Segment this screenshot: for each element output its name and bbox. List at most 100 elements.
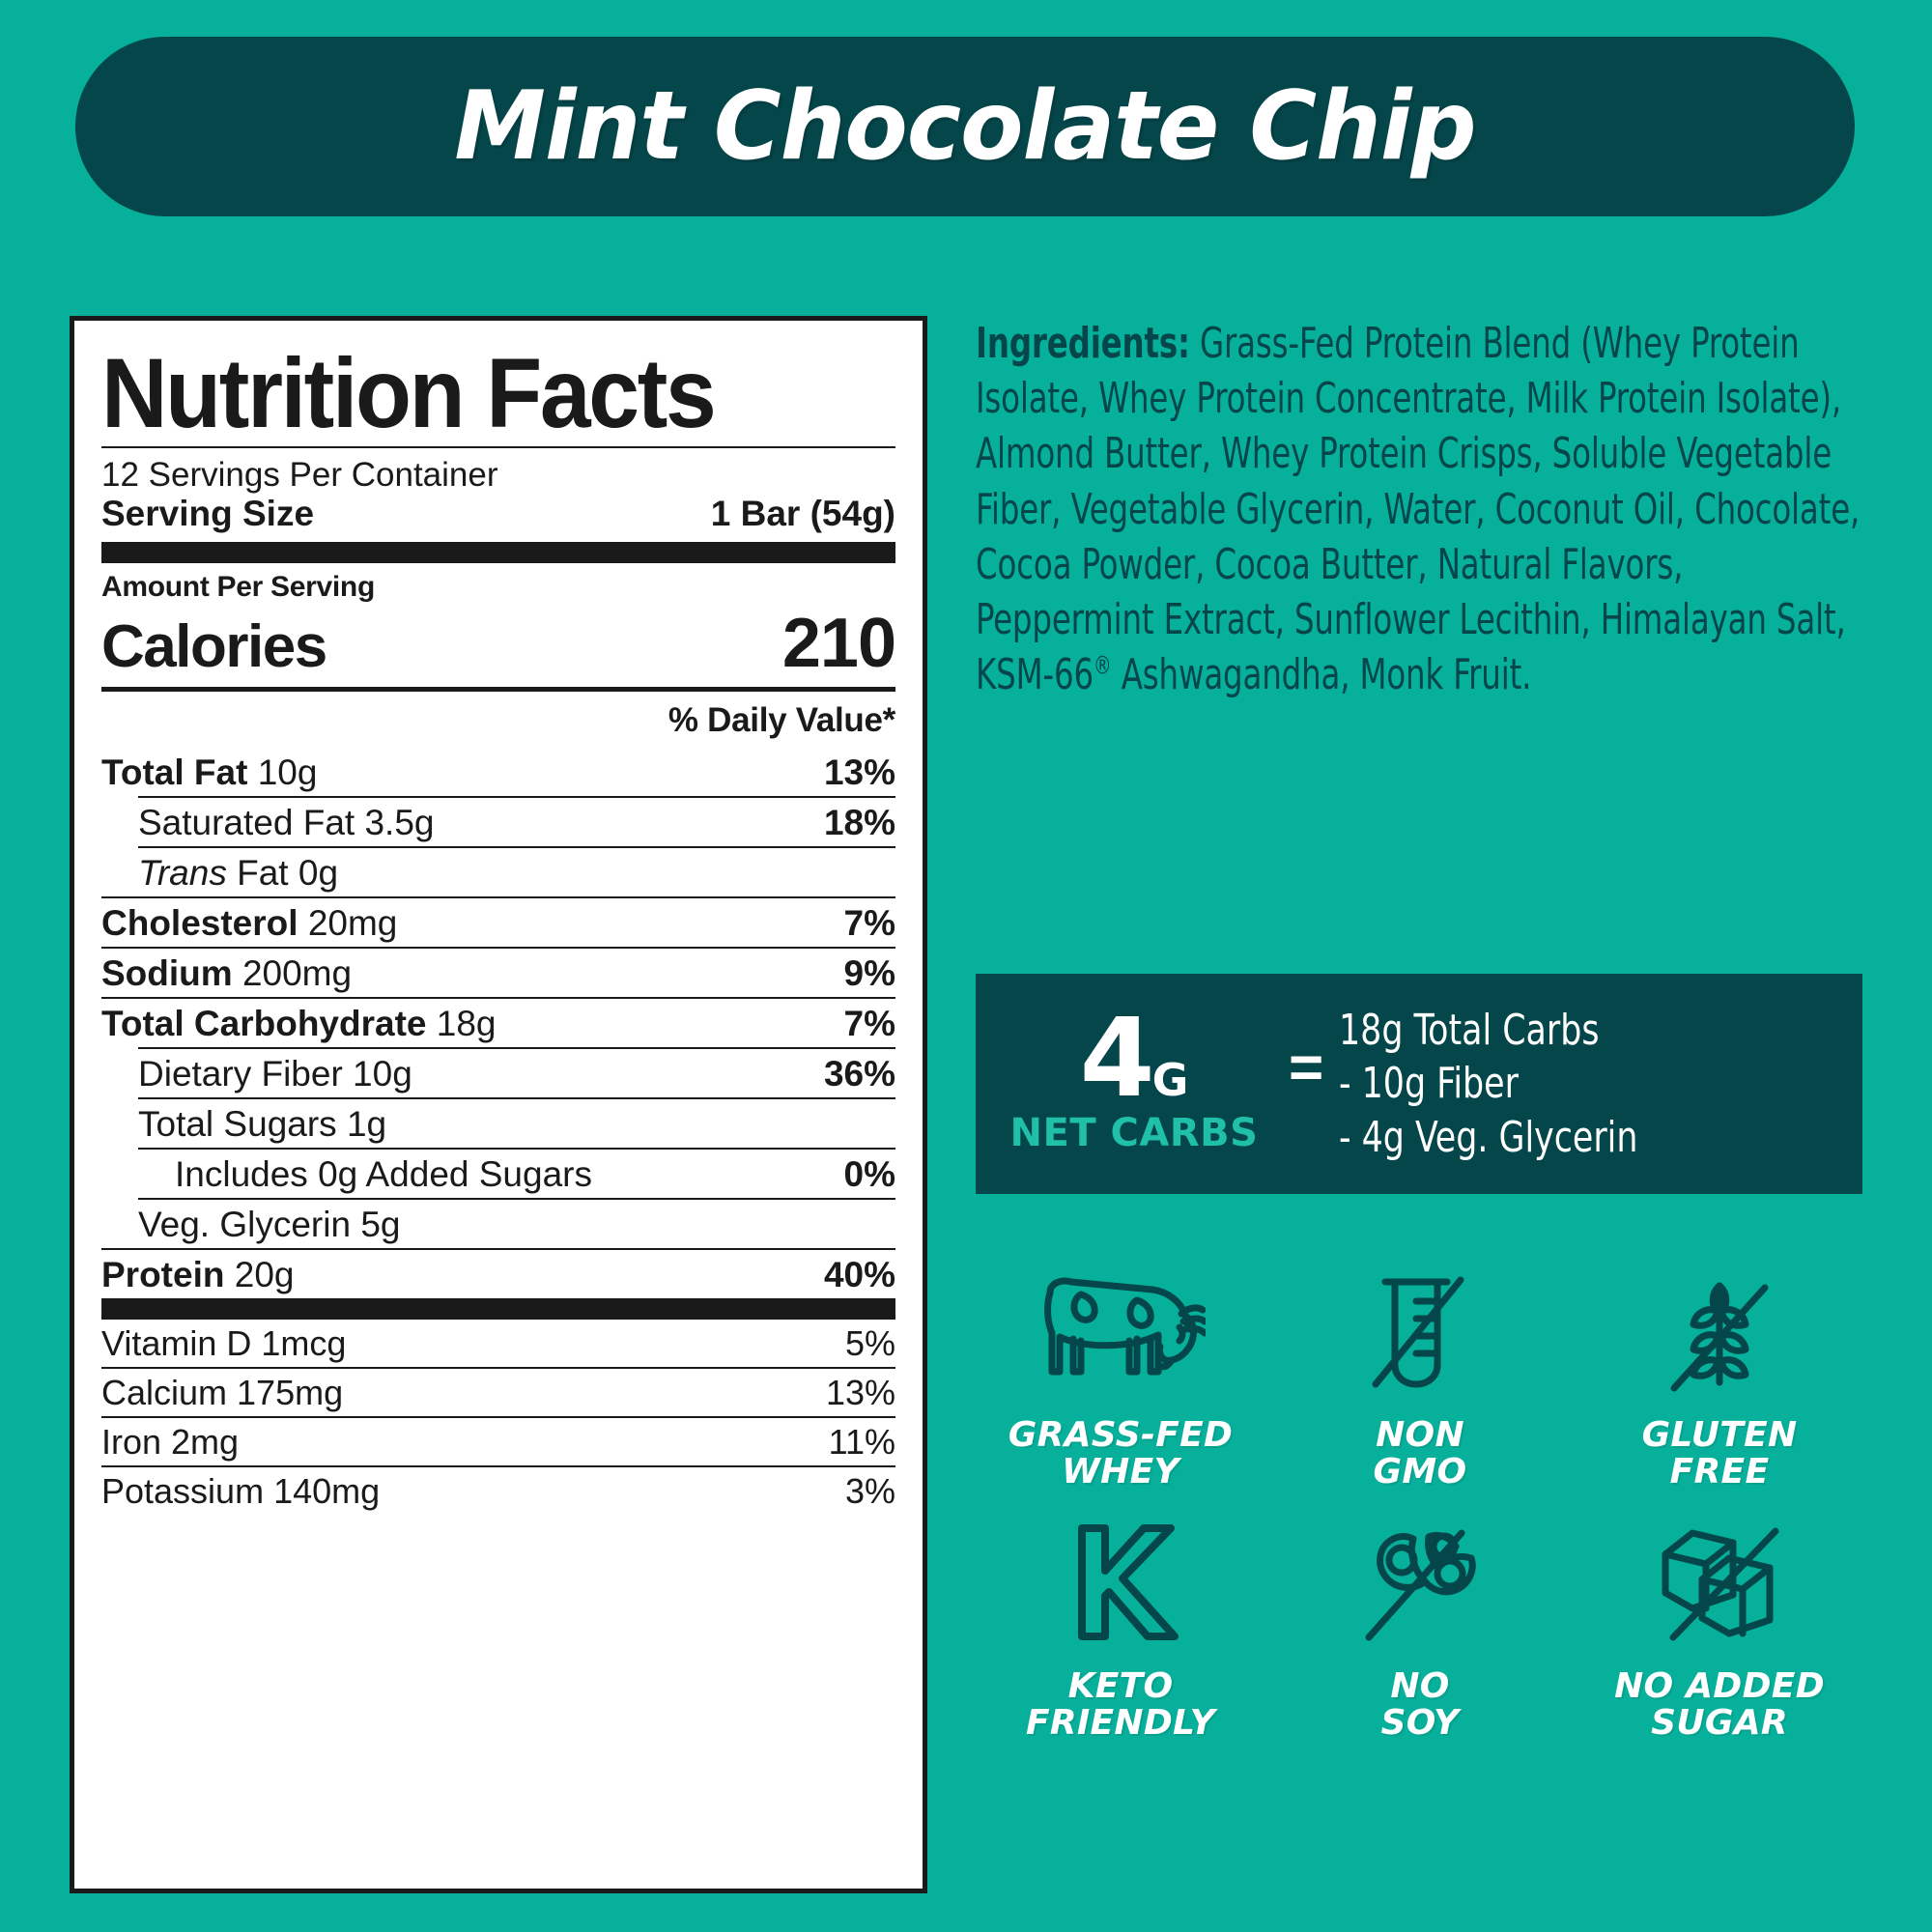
row-divider (101, 947, 895, 950)
cow-icon (1037, 1261, 1206, 1402)
badge-label-non-gmo: NON GMO (1373, 1415, 1467, 1492)
registered-mark-icon: ® (1093, 651, 1112, 681)
row-divider (138, 796, 895, 799)
badge-label-no-soy: NO SOY (1380, 1666, 1460, 1744)
nutrient-row: Trans Fat 0g (101, 848, 895, 896)
net-carbs-number-group: 4G (985, 1005, 1283, 1113)
soybean-slash-icon (1355, 1512, 1486, 1653)
breakdown-line-0: 18g Total Carbs (1339, 1005, 1600, 1055)
nutrition-facts-panel: Nutrition Facts 12 Servings Per Containe… (70, 316, 927, 1893)
nutrient-label: Total Sugars 1g (138, 1104, 387, 1145)
servings-per-container: 12 Servings Per Container (101, 455, 498, 494)
serving-size-value: 1 Bar (54g) (710, 494, 895, 534)
ingredients-body-part2: Ashwagandha, Monk Fruit. (1111, 650, 1532, 700)
nutrition-facts-title: Nutrition Facts (101, 338, 717, 448)
breakdown-line-2: - 4g Veg. Glycerin (1339, 1112, 1638, 1162)
ingredients-body-part1: Grass-Fed Protein Blend (Whey Protein Is… (976, 319, 1861, 700)
row-divider (101, 896, 895, 899)
daily-value-header: % Daily Value* (668, 701, 895, 740)
badge-non-gmo: NON GMO (1270, 1261, 1570, 1491)
net-carbs-unit: G (1151, 1053, 1189, 1106)
micronutrient-row: Calcium 175mg 13% (101, 1369, 895, 1416)
row-divider (138, 846, 895, 849)
row-divider (101, 1416, 895, 1419)
calories-label: Calories (101, 613, 327, 681)
micronutrient-row: Iron 2mg 11% (101, 1418, 895, 1465)
nutrient-label: Dietary Fiber 10g (138, 1054, 412, 1094)
nutrient-row: Cholesterol 20mg 7% (101, 898, 895, 947)
divider-thick-2 (101, 1298, 895, 1321)
micronutrient-percent: 5% (844, 1323, 895, 1364)
micronutrient-label: Iron 2mg (101, 1422, 240, 1463)
nutrient-label: Cholesterol 20mg (101, 903, 398, 944)
row-divider (101, 1367, 895, 1370)
daily-value-percent: 9% (843, 953, 895, 994)
badge-keto-friendly: KETO FRIENDLY (971, 1512, 1270, 1742)
badge-label-keto-friendly: KETO FRIENDLY (1025, 1666, 1216, 1744)
nutrient-row: Saturated Fat 3.5g 18% (101, 798, 895, 846)
daily-value-percent: 40% (823, 1255, 895, 1295)
nutrient-label: Includes 0g Added Sugars (175, 1154, 592, 1195)
letter-k-icon (1063, 1512, 1179, 1653)
nutrient-label: Saturated Fat 3.5g (138, 803, 435, 843)
micronutrient-label: Vitamin D 1mcg (101, 1323, 347, 1364)
divider (101, 445, 895, 448)
ingredients-heading: Ingredients: (976, 319, 1190, 368)
daily-value-percent: 7% (843, 903, 895, 944)
nutrient-label: Sodium 200mg (101, 953, 353, 994)
row-divider (138, 1097, 895, 1100)
badge-label-grass-fed-whey: GRASS-FED WHEY (1008, 1415, 1234, 1492)
badge-grass-fed-whey: GRASS-FED WHEY (971, 1261, 1270, 1491)
row-divider (138, 1198, 895, 1201)
nutrient-row: Protein 20g 40% (101, 1250, 895, 1298)
equals-sign: = (1289, 1034, 1324, 1101)
sugar-cubes-slash-icon (1650, 1512, 1790, 1653)
net-carbs-left: 4G NET CARBS (976, 1005, 1283, 1156)
page-title: Mint Chocolate Chip (454, 71, 1476, 182)
daily-value-percent: 36% (823, 1054, 895, 1094)
row-divider (101, 1465, 895, 1468)
daily-value-percent: 18% (823, 803, 895, 843)
micronutrient-percent: 13% (825, 1373, 895, 1413)
nutrient-rows: Total Fat 10g 13% Saturated Fat 3.5g 18% Tra… (101, 748, 895, 1298)
test-tube-slash-icon (1362, 1261, 1478, 1402)
serving-size-row: Serving Size 1 Bar (54g) (101, 494, 895, 542)
certification-badges: GRASS-FED WHEY NON GMO (971, 1261, 1869, 1743)
badge-no-added-sugar: NO ADDED SUGAR (1570, 1512, 1869, 1742)
net-carbs-label: NET CARBS (1009, 1111, 1259, 1156)
ingredients-section: Ingredients: Grass-Fed Protein Blend (Wh… (976, 316, 1862, 702)
row-divider (101, 1248, 895, 1251)
row-divider (101, 997, 895, 1000)
divider-thick (101, 542, 895, 564)
net-carbs-number: 4 (1079, 995, 1155, 1122)
badge-no-soy: NO SOY (1270, 1512, 1570, 1742)
calories-value: 210 (781, 605, 896, 683)
micronutrient-rows: Vitamin D 1mcg 5% Calcium 175mg 13% Iron 2mg… (101, 1320, 895, 1515)
nutrient-row: Total Sugars 1g (101, 1099, 895, 1148)
daily-value-percent: 0% (843, 1154, 895, 1195)
net-carbs-breakdown: 18g Total Carbs - 10g Fiber - 4g Veg. Gl… (1339, 1004, 1637, 1164)
row-divider (138, 1148, 895, 1151)
title-banner: Mint Chocolate Chip (75, 37, 1855, 216)
daily-value-percent: 7% (843, 1004, 895, 1044)
nutrient-row: Total Fat 10g 13% (101, 748, 895, 796)
nutrient-label: Total Fat 10g (101, 753, 318, 793)
ingredients-text: Ingredients: Grass-Fed Protein Blend (Wh… (976, 316, 1862, 702)
serving-size-label: Serving Size (101, 494, 315, 534)
nutrient-label: Total Carbohydrate 18g (101, 1004, 497, 1044)
micronutrient-row: Potassium 140mg 3% (101, 1467, 895, 1515)
wheat-slash-icon (1657, 1261, 1782, 1402)
breakdown-line-1: - 10g Fiber (1339, 1059, 1520, 1109)
micronutrient-row: Vitamin D 1mcg 5% (101, 1320, 895, 1367)
badge-label-no-added-sugar: NO ADDED SUGAR (1614, 1666, 1825, 1744)
nutrient-label: Veg. Glycerin 5g (138, 1205, 401, 1245)
daily-value-percent: 13% (823, 753, 895, 793)
row-divider (138, 1047, 895, 1050)
badge-label-gluten-free: GLUTEN FREE (1641, 1415, 1798, 1492)
nutrient-row: Sodium 200mg 9% (101, 949, 895, 997)
nutrient-label: Protein 20g (101, 1255, 295, 1295)
micronutrient-percent: 3% (844, 1471, 895, 1512)
nutrient-row: Includes 0g Added Sugars 0% (101, 1150, 895, 1198)
divider-medium (101, 687, 895, 693)
net-carbs-box: 4G NET CARBS = 18g Total Carbs - 10g Fib… (976, 974, 1862, 1194)
